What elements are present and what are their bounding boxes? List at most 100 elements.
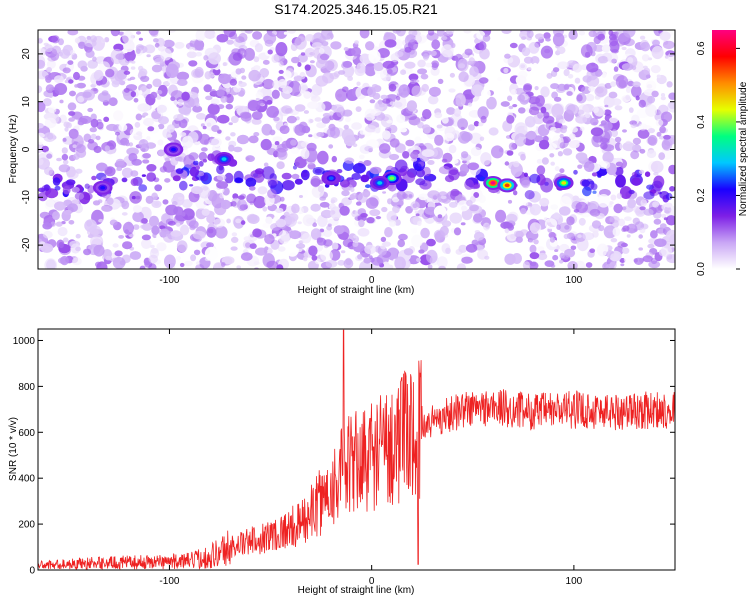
- x-tick-label: 0: [369, 576, 375, 587]
- heatmap-cell: [357, 254, 363, 260]
- heatmap-cell: [647, 135, 658, 146]
- heatmap-cell: [523, 56, 534, 64]
- heatmap-cell: [167, 220, 176, 226]
- heatmap-cell: [176, 71, 190, 81]
- heatmap-cell: [103, 116, 110, 123]
- heatmap-cell: [175, 168, 184, 175]
- heatmap-cell: [63, 209, 72, 215]
- heatmap-cell: [420, 227, 430, 239]
- heatmap-cell: [170, 90, 184, 101]
- heatmap-cell: [529, 244, 537, 254]
- heatmap-cell: [393, 38, 403, 49]
- heatmap-cell: [456, 263, 466, 269]
- heatmap-cell: [138, 139, 149, 149]
- y-tick-label: 0: [29, 566, 35, 577]
- heatmap-cell: [664, 206, 672, 214]
- heatmap-cell: [198, 160, 204, 167]
- heatmap-cell: [504, 253, 516, 265]
- heatmap-cell: [564, 248, 576, 258]
- x-tick-label: -100: [159, 275, 179, 286]
- heatmap-cell: [464, 179, 474, 190]
- heatmap-cell: [375, 127, 381, 134]
- heatmap-cell: [202, 125, 207, 130]
- heatmap-cell: [521, 47, 531, 57]
- heatmap-cell: [175, 156, 183, 162]
- heatmap-cell: [137, 103, 151, 112]
- heatmap-cell: [481, 88, 491, 100]
- heatmap-cell: [580, 44, 593, 58]
- heatmap-cell: [620, 263, 625, 267]
- heatmap-cell: [224, 172, 234, 184]
- heatmap-cell: [621, 63, 634, 71]
- heatmap-cell: [521, 179, 531, 189]
- heatmap-cell: [392, 196, 400, 203]
- heatmap-cell: [42, 222, 53, 230]
- heatmap-cell: [135, 44, 144, 51]
- heatmap-cell: [344, 157, 355, 164]
- figure-title: S174.2025.346.15.05.R21: [274, 1, 438, 17]
- heatmap-cell: [535, 33, 544, 40]
- heatmap-cell: [195, 102, 200, 108]
- heatmap-cell: [421, 83, 430, 92]
- heatmap-cell: [628, 189, 635, 195]
- heatmap-cell: [381, 206, 388, 213]
- heatmap-cell: [73, 71, 80, 81]
- heatmap-cell: [142, 159, 150, 164]
- heatmap-cell: [140, 75, 150, 83]
- heatmap-cell: [135, 113, 142, 121]
- heatmap-cell: [659, 223, 667, 229]
- heatmap-cell: [362, 189, 371, 198]
- heatmap-cell: [408, 194, 413, 198]
- heatmap-cell: [458, 71, 469, 83]
- heatmap-cell: [589, 180, 595, 185]
- heatmap-cell: [529, 203, 542, 216]
- heatmap-cell: [365, 125, 377, 133]
- heatmap-cell: [226, 39, 234, 45]
- spectrogram-cells: [38, 30, 675, 269]
- heatmap-cell: [326, 128, 336, 138]
- heatmap-cell: [559, 168, 565, 174]
- heatmap-cell: [357, 228, 370, 237]
- heatmap-cell: [58, 242, 64, 249]
- heatmap-cell: [631, 172, 638, 177]
- heatmap-cell: [146, 172, 157, 182]
- heatmap-cell: [294, 124, 306, 136]
- heatmap-cell: [121, 212, 128, 216]
- heatmap-cell: [230, 246, 238, 251]
- heatmap-cell: [251, 111, 263, 120]
- heatmap-cell: [87, 141, 98, 151]
- heatmap-cell: [559, 142, 566, 149]
- heatmap-cell: [625, 94, 631, 101]
- heatmap-cell: [461, 208, 473, 221]
- heatmap-cell: [652, 39, 660, 47]
- heatmap-cell: [68, 79, 74, 84]
- heatmap-cell: [343, 258, 354, 269]
- heatmap-cell: [410, 151, 419, 159]
- heatmap-cell: [369, 209, 381, 217]
- heatmap-cell: [329, 114, 335, 121]
- heatmap-cell: [566, 91, 573, 96]
- heatmap-cell: [275, 42, 288, 57]
- heatmap-cell: [141, 222, 153, 231]
- heatmap-cell: [382, 191, 387, 194]
- heatmap-cell: [436, 188, 441, 191]
- y-tick-label: 0: [21, 146, 32, 152]
- heatmap-cell: [660, 93, 666, 97]
- heatmap-cell: [293, 75, 303, 82]
- heatmap-cell: [551, 91, 558, 99]
- heatmap-cell: [59, 129, 67, 138]
- heatmap-cell: [52, 177, 61, 186]
- colorbar-tick-label: 0.0: [696, 262, 707, 276]
- heatmap-cell: [625, 87, 632, 93]
- heatmap-cell: [196, 46, 204, 51]
- heatmap-cell: [664, 202, 673, 208]
- heatmap-cell: [138, 90, 143, 95]
- heatmap-cell: [419, 242, 429, 252]
- heatmap-cell: [98, 61, 111, 72]
- heatmap-cell: [243, 236, 251, 242]
- heatmap-cell: [397, 239, 406, 248]
- heatmap-cell: [177, 79, 188, 86]
- heatmap-cell: [228, 122, 233, 126]
- heatmap-cell: [558, 119, 566, 124]
- heatmap-cell: [283, 31, 289, 35]
